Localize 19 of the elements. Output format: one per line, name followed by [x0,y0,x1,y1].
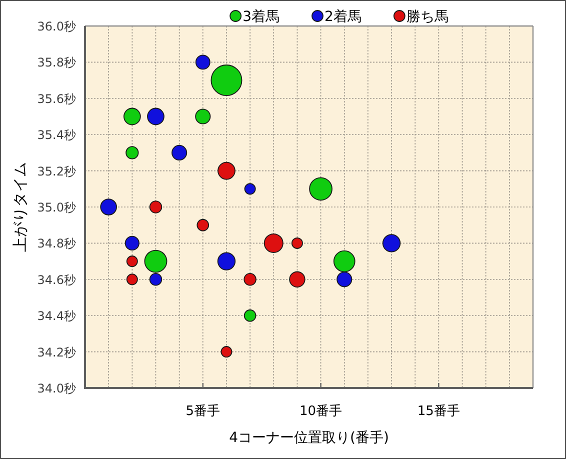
y-tick-label: 35.2秒 [37,164,76,178]
y-tick-label: 35.8秒 [37,56,76,70]
y-tick-label: 34.6秒 [37,272,76,287]
y-tick-label: 35.0秒 [37,200,76,214]
y-axis-title: 上がりタイム [11,162,29,252]
legend-label: 勝ち馬 [406,9,448,25]
y-tick-label: 34.4秒 [37,309,76,324]
legend-label: 3着馬 [242,9,280,25]
x-tick-label: 10番手 [300,404,342,419]
x-tick-label: 15番手 [417,404,460,419]
y-tick-label: 35.4秒 [37,128,76,142]
y-tick-label: 36.0秒 [37,20,76,34]
y-tick-label: 34.0秒 [37,382,76,396]
y-tick-label: 34.8秒 [37,236,76,251]
y-tick-label: 35.6秒 [37,92,76,106]
legend-label: 2着馬 [324,9,362,25]
y-tick-label: 34.2秒 [37,345,76,360]
x-tick-label: 5番手 [186,404,220,419]
x-axis-title: 4コーナー位置取り(番手) [229,430,389,446]
